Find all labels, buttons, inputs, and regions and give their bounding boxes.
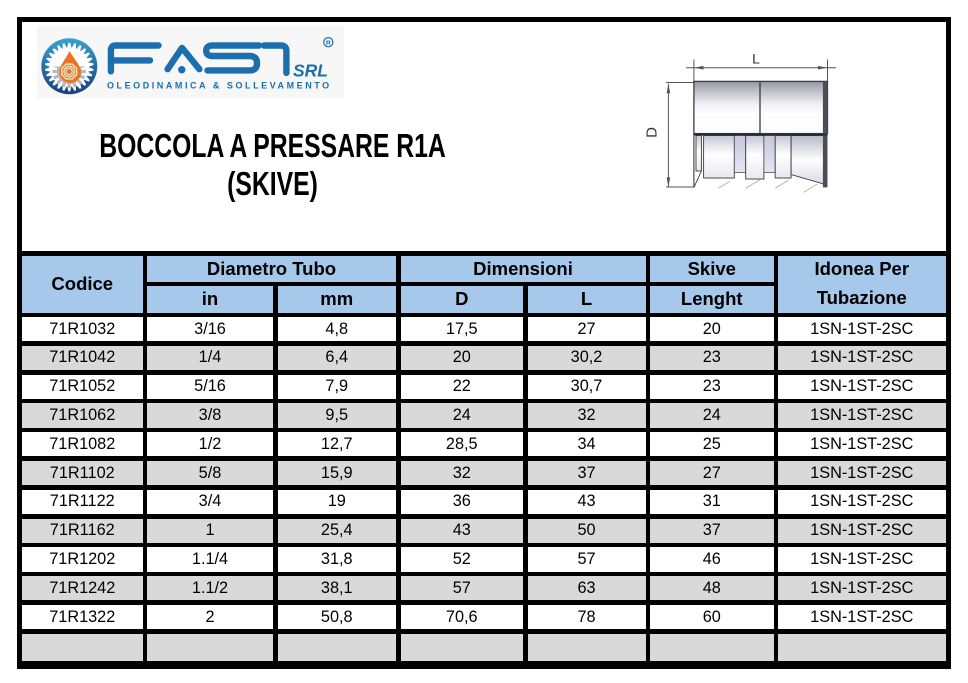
svg-text:OLEODINAMICA & SOLLEVAMENTO: OLEODINAMICA & SOLLEVAMENTO [107,81,332,91]
svg-text:L: L [752,51,760,67]
svg-text:R: R [326,40,331,47]
svg-text:D: D [644,127,661,138]
svg-text:SRL: SRL [293,61,328,81]
